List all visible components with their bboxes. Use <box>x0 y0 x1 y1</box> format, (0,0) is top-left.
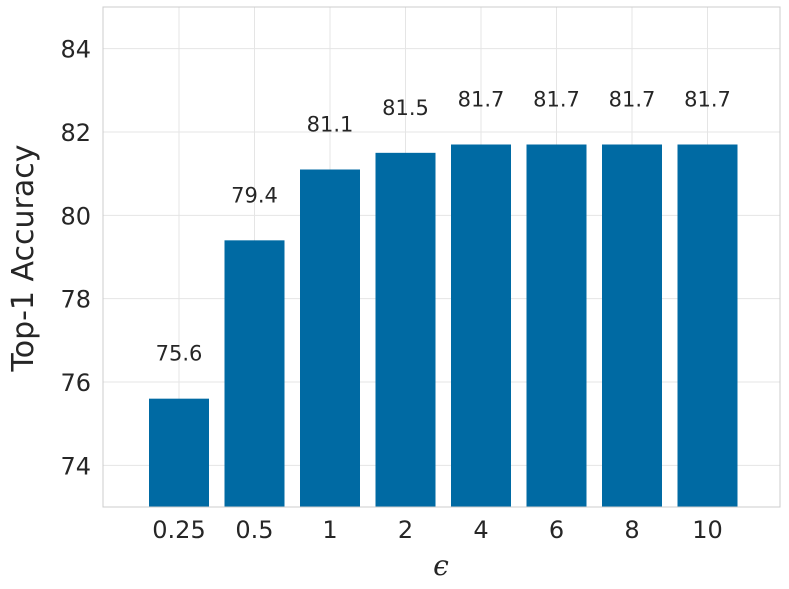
data-label: 81.5 <box>382 96 429 120</box>
y-axis-title: Top-1 Accuracy <box>6 144 41 372</box>
data-label: 75.6 <box>156 342 203 366</box>
y-tick-label: 80 <box>60 202 91 230</box>
x-tick-label: 4 <box>473 516 488 544</box>
x-tick-label: 1 <box>322 516 337 544</box>
x-tick-label: 8 <box>624 516 639 544</box>
y-tick-label: 78 <box>60 286 91 314</box>
data-label: 81.1 <box>307 113 354 137</box>
data-label: 79.4 <box>231 183 278 207</box>
y-tick-label: 74 <box>60 452 91 480</box>
x-tick-label: 2 <box>398 516 413 544</box>
y-tick-labels: 74 76 78 80 82 84 <box>60 36 91 481</box>
bar <box>526 144 587 507</box>
x-tick-label: 6 <box>549 516 564 544</box>
bar <box>149 398 209 507</box>
x-tick-labels: 0.25 0.5 1 2 4 6 8 10 <box>152 516 722 544</box>
x-tick-label: 0.5 <box>235 516 273 544</box>
data-label: 81.7 <box>609 88 656 112</box>
data-label: 81.7 <box>533 88 580 112</box>
y-tick-label: 84 <box>60 36 91 64</box>
y-tick-label: 82 <box>60 119 91 147</box>
data-label: 81.7 <box>684 88 731 112</box>
plot-frame <box>102 6 781 508</box>
bar <box>224 240 285 508</box>
x-axis-title: ϵ <box>433 549 449 582</box>
data-label: 81.7 <box>458 88 505 112</box>
bar <box>375 152 436 508</box>
y-tick-label: 76 <box>60 369 91 397</box>
bars <box>149 144 738 508</box>
bar <box>451 144 511 507</box>
x-tick-label: 0.25 <box>152 516 205 544</box>
bar <box>300 169 360 507</box>
bar <box>602 144 662 507</box>
x-tick-label: 10 <box>692 516 723 544</box>
data-labels: 75.6 79.4 81.1 81.5 81.7 81.7 81.7 81.7 <box>156 88 731 366</box>
bar <box>677 144 738 507</box>
